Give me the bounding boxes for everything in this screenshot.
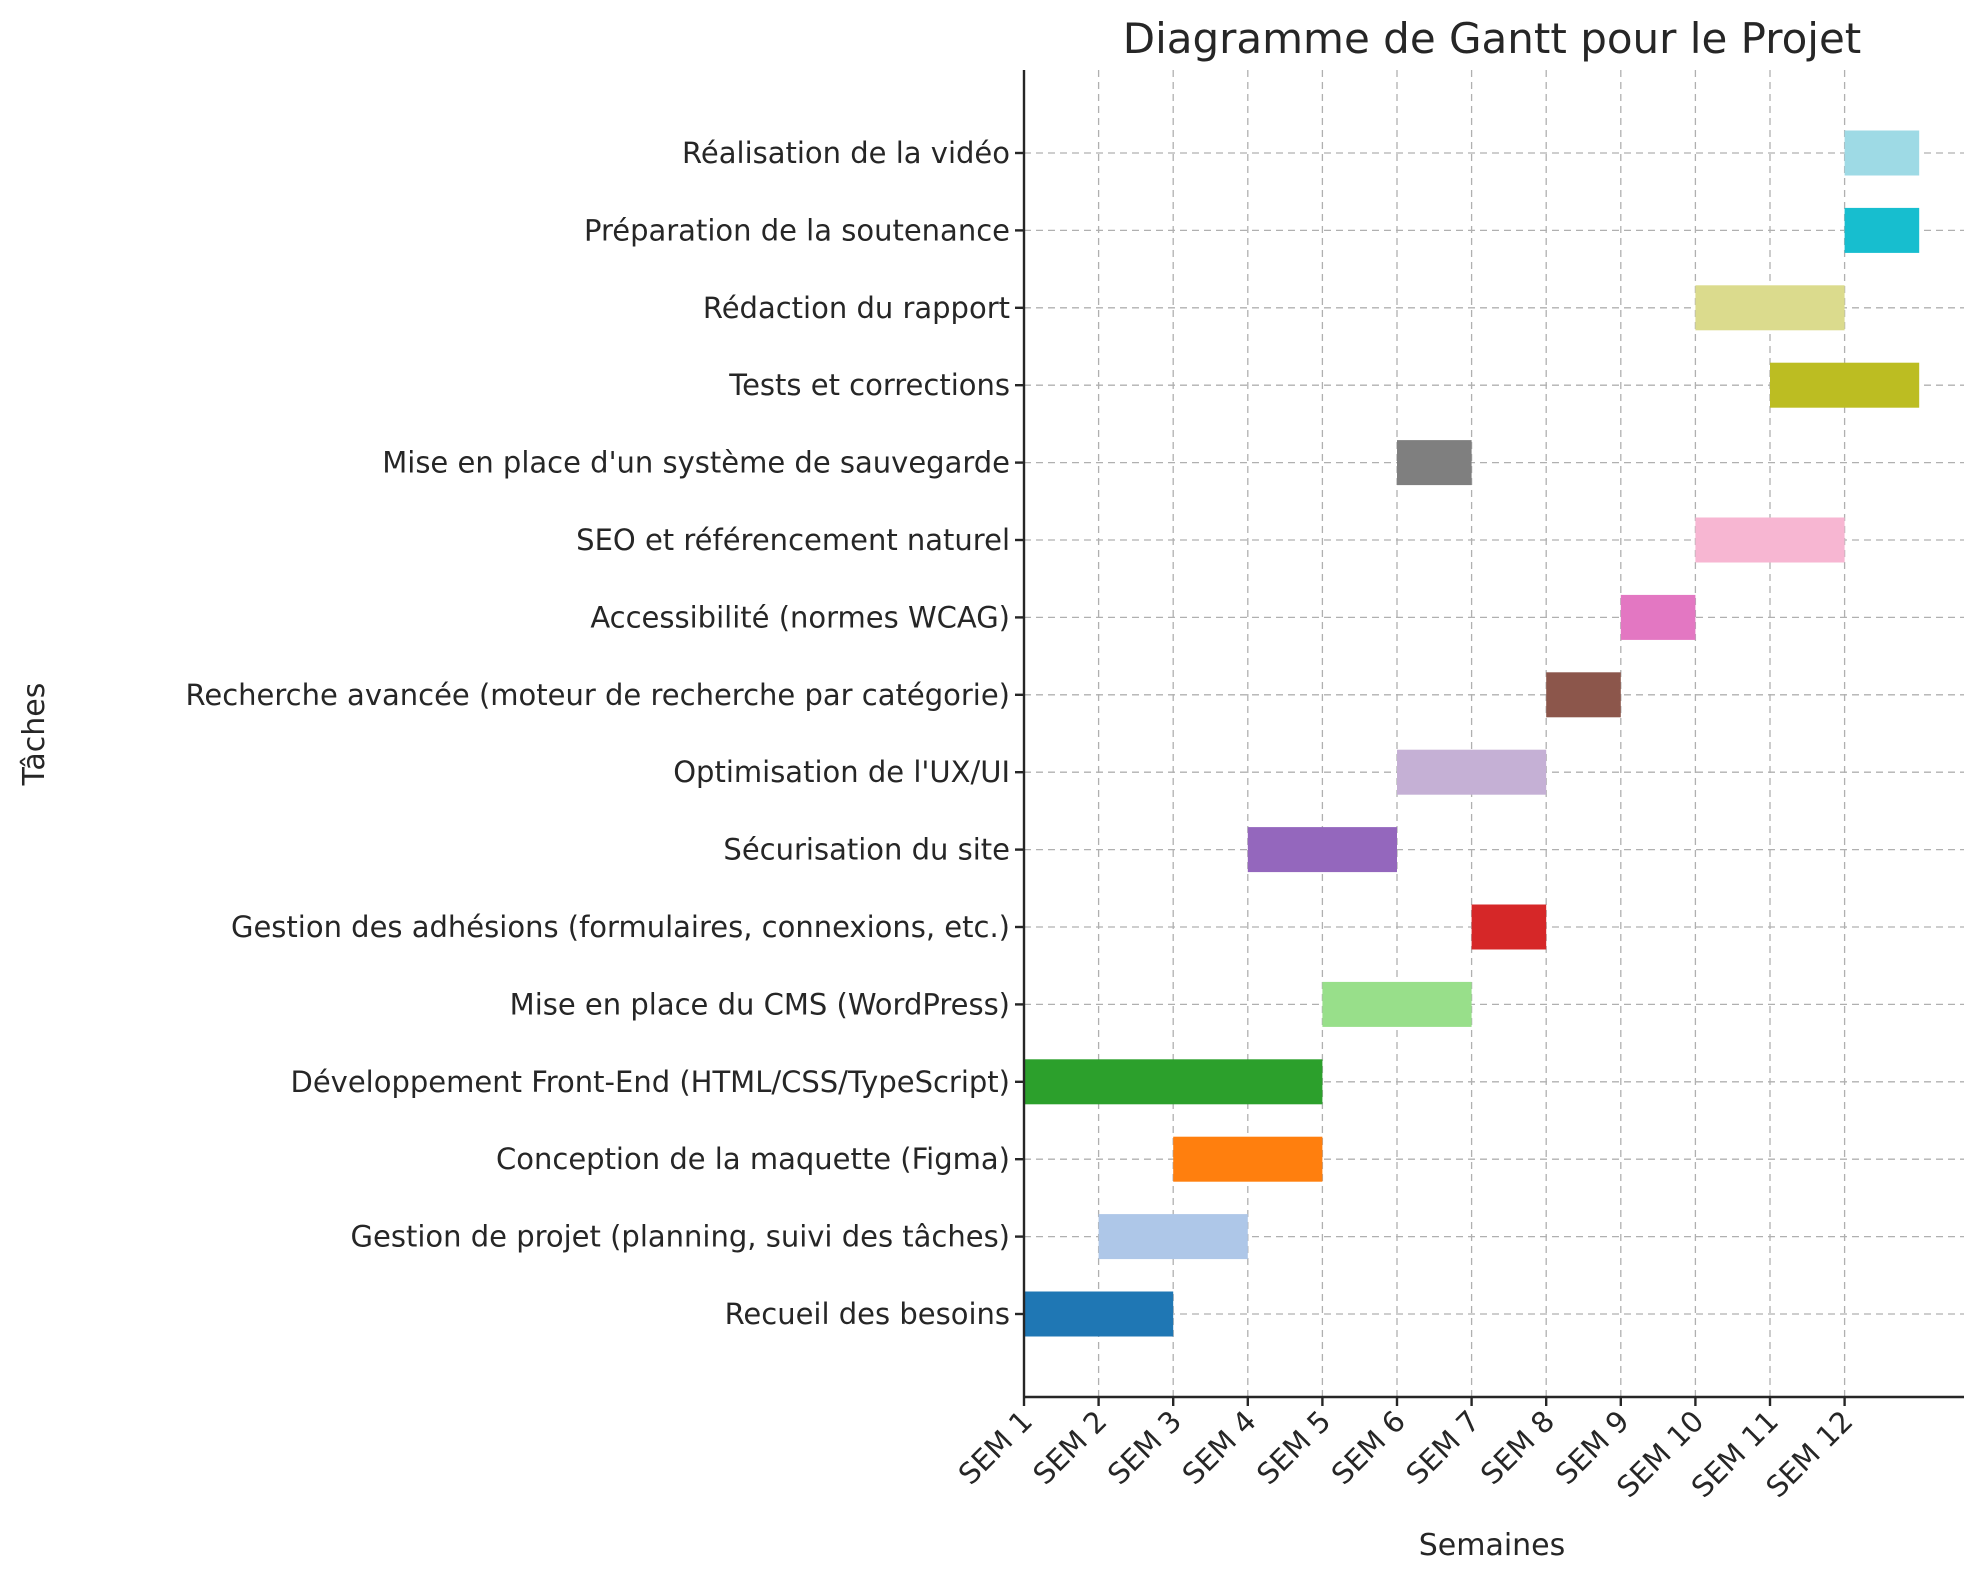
task-bar — [1844, 130, 1920, 176]
y-tick-label: Gestion des adhésions (formulaires, conn… — [231, 910, 1010, 944]
x-tick-label: SEM 1 — [952, 1404, 1039, 1491]
y-tick-label: Développement Front-End (HTML/CSS/TypeSc… — [291, 1065, 1011, 1099]
y-tick-label: Réalisation de la vidéo — [682, 136, 1010, 170]
y-tick-label: Rédaction du rapport — [703, 291, 1010, 325]
task-bar — [1397, 749, 1547, 795]
y-tick-label: Accessibilité (normes WCAG) — [590, 600, 1010, 634]
task-bar — [1471, 904, 1547, 950]
task-bar — [1695, 517, 1845, 563]
y-tick-label: Sécurisation du site — [723, 833, 1010, 867]
y-tick-label: Préparation de la soutenance — [584, 213, 1010, 247]
task-bar — [1173, 1136, 1323, 1182]
y-tick-label: Mise en place d'un système de sauvegarde — [382, 446, 1010, 480]
y-tick-label: Optimisation de l'UX/UI — [673, 755, 1010, 789]
y-tick-label: Recueil des besoins — [725, 1297, 1010, 1331]
task-bars — [1024, 130, 1920, 1337]
y-tick-label: Tests et corrections — [728, 368, 1010, 402]
task-bar — [1546, 672, 1621, 718]
x-tick-label: SEM 2 — [1026, 1404, 1113, 1491]
y-tick-label: Gestion de projet (planning, suivi des t… — [351, 1220, 1010, 1254]
y-tick-label: Conception de la maquette (Figma) — [496, 1142, 1010, 1176]
task-bar — [1322, 981, 1472, 1027]
task-bar — [1695, 285, 1845, 331]
x-tick-label: SEM 3 — [1101, 1404, 1188, 1491]
x-tick-label: SEM 7 — [1399, 1404, 1486, 1491]
x-tick-label: SEM 4 — [1175, 1404, 1262, 1491]
task-bar — [1770, 362, 1920, 408]
task-bar — [1620, 594, 1696, 640]
y-axis-label: Tâches — [17, 683, 52, 787]
task-bar — [1844, 207, 1920, 253]
task-bar — [1024, 1059, 1323, 1105]
y-axis-ticks: Recueil des besoins Gestion de projet (pl… — [186, 136, 1024, 1331]
task-bar — [1247, 827, 1397, 873]
chart-title: Diagramme de Gantt pour le Projet — [1123, 14, 1862, 63]
x-tick-label: SEM 8 — [1474, 1404, 1561, 1491]
task-bar — [1397, 440, 1472, 486]
x-axis-label: Semaines — [1419, 1528, 1566, 1563]
y-tick-label: Mise en place du CMS (WordPress) — [510, 987, 1010, 1021]
x-tick-label: SEM 5 — [1250, 1404, 1337, 1491]
y-tick-label: SEO et référencement naturel — [576, 523, 1010, 557]
task-bar — [1098, 1214, 1248, 1260]
x-tick-label: SEM 6 — [1325, 1404, 1412, 1491]
grid-lines — [1023, 70, 1964, 1397]
task-bar — [1024, 1291, 1174, 1337]
y-tick-label: Recherche avancée (moteur de recherche p… — [186, 678, 1010, 712]
